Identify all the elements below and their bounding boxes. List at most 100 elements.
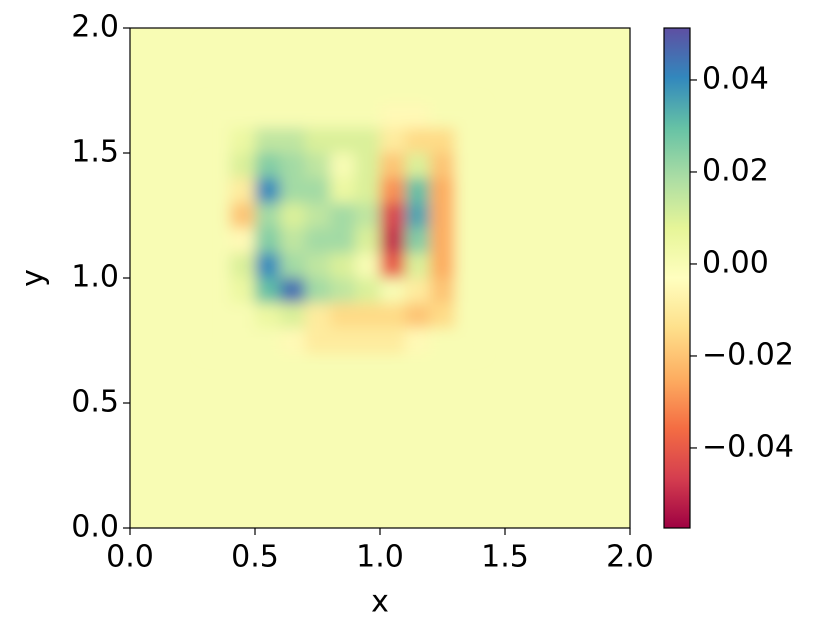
colorbar [663, 27, 691, 529]
heatmap-cell [255, 128, 281, 154]
heatmap-cell [330, 128, 356, 154]
heatmap-cell [280, 228, 306, 254]
y-tick-label: 0.0 [71, 510, 119, 545]
heatmap-cell [430, 128, 456, 154]
heatmap-cell [205, 278, 231, 304]
heatmap-cell [430, 203, 456, 229]
y-tick-label: 1.0 [71, 260, 119, 295]
heatmap-cell [255, 103, 281, 129]
x-tick-label: 0.0 [106, 540, 154, 575]
heatmap-cell [280, 128, 306, 154]
heatmap-cell [280, 303, 306, 329]
heatmap-cell [305, 253, 331, 279]
heatmap-cell [430, 103, 456, 129]
heatmap-cell [305, 178, 331, 204]
heatmap-cell [380, 153, 406, 179]
heatmap-cell [355, 253, 381, 279]
heatmap-cell [280, 203, 306, 229]
heatmap-cell [230, 303, 256, 329]
heatmap-cell [380, 203, 406, 229]
y-axis-label: y [16, 269, 51, 287]
x-tick-label: 2.0 [606, 540, 654, 575]
heatmap-cell [255, 328, 281, 354]
heatmap-cell [455, 103, 481, 129]
heatmap-cell [380, 278, 406, 304]
heatmap-cell [355, 128, 381, 154]
heatmap-cell [430, 303, 456, 329]
heatmap-cell [380, 128, 406, 154]
colorbar-tick-label: −0.02 [702, 337, 794, 372]
heatmap-cell [380, 253, 406, 279]
heatmap-cell [380, 103, 406, 129]
heatmap-cell [405, 303, 431, 329]
heatmap-cell [355, 178, 381, 204]
heatmap-cell [430, 228, 456, 254]
heatmap-cell [255, 303, 281, 329]
heatmap-cell [230, 278, 256, 304]
heatmap-cell [280, 253, 306, 279]
heatmap-cell [355, 278, 381, 304]
heatmap-cell [205, 228, 231, 254]
x-tick-label: 0.5 [231, 540, 279, 575]
heatmap-cell [380, 178, 406, 204]
heatmap-cell [230, 178, 256, 204]
heatmap-cell [380, 228, 406, 254]
heatmap-cell [230, 203, 256, 229]
heatmap-cell [205, 253, 231, 279]
heatmap-cell [455, 178, 481, 204]
heatmap-cell [305, 278, 331, 304]
heatmap-cell [430, 178, 456, 204]
heatmap-cell [205, 203, 231, 229]
heatmap-cell [405, 228, 431, 254]
heatmap-cell [355, 203, 381, 229]
heatmap-cell [330, 278, 356, 304]
heatmap-cell [280, 178, 306, 204]
x-axis-label: x [371, 585, 389, 620]
heatmap-cell [280, 103, 306, 129]
heatmap-cell [255, 203, 281, 229]
heatmap-cell [430, 253, 456, 279]
heatmap-cell [205, 128, 231, 154]
heatmap-cell [205, 153, 231, 179]
heatmap-cell [305, 203, 331, 229]
heatmap-cell [205, 178, 231, 204]
heatmap-cell [230, 228, 256, 254]
heatmap-cell [205, 103, 231, 129]
heatmap-cell [255, 228, 281, 254]
heatmap-cell [230, 128, 256, 154]
heatmap-cell [205, 328, 231, 354]
heatmap-cell [305, 103, 331, 129]
heatmap-cell [280, 153, 306, 179]
colorbar-tick-label: 0.02 [702, 153, 769, 188]
heatmap-cell [330, 178, 356, 204]
heatmap-cell [355, 153, 381, 179]
heatmap [205, 103, 481, 354]
heatmap-cell [330, 328, 356, 354]
heatmap-cell [305, 328, 331, 354]
heatmap-cell [230, 103, 256, 129]
heatmap-cell [380, 328, 406, 354]
heatmap-cell [230, 153, 256, 179]
heatmap-cell [255, 178, 281, 204]
heatmap-cell [455, 328, 481, 354]
heatmap-cell [455, 278, 481, 304]
heatmap-cell [330, 303, 356, 329]
heatmap-cell [380, 303, 406, 329]
heatmap-cell [455, 253, 481, 279]
heatmap-cell [355, 228, 381, 254]
heatmap-cell [305, 153, 331, 179]
colorbar-tick-label: 0.00 [702, 245, 769, 280]
heatmap-cell [455, 153, 481, 179]
heatmap-cell [255, 153, 281, 179]
x-tick-label: 1.0 [356, 540, 404, 575]
heatmap-cell [355, 303, 381, 329]
heatmap-cell [280, 328, 306, 354]
heatmap-cell [430, 328, 456, 354]
heatmap-cell [405, 103, 431, 129]
heatmap-cell [455, 203, 481, 229]
heatmap-cell [330, 203, 356, 229]
colorbar-tick-label: 0.04 [702, 61, 769, 96]
y-tick-label: 2.0 [71, 10, 119, 45]
heatmap-cell [405, 203, 431, 229]
